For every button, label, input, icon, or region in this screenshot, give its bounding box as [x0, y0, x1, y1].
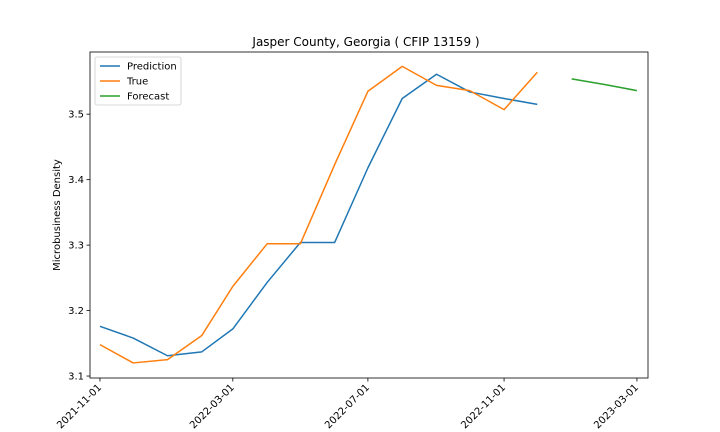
x-tick-label: 2022-11-01	[459, 382, 508, 431]
x-tick-label: 2021-11-01	[55, 382, 104, 431]
y-tick-label: 3.2	[68, 306, 84, 317]
series-line-true	[99, 65, 538, 364]
legend-label-true: True	[126, 77, 148, 88]
legend-box	[94, 56, 182, 106]
x-tick-label: 2023-03-01	[592, 382, 641, 431]
legend: Prediction True Forecast	[94, 56, 182, 106]
plot-area	[89, 51, 649, 379]
y-tick-label: 3.1	[68, 372, 84, 383]
x-tick-label: 2022-03-01	[188, 382, 237, 431]
y-tick-label: 3.5	[68, 110, 84, 121]
legend-label-forecast: Forecast	[127, 92, 169, 103]
series-line-prediction	[99, 73, 538, 357]
tick-layer: 3.1 3.2 3.3 3.4 3.5 2021-11-01 2022-03-01 2022-…	[55, 110, 641, 432]
y-axis-label: Microbusiness Density	[52, 159, 63, 271]
y-tick-label: 3.3	[68, 241, 84, 252]
y-tick-label: 3.4	[68, 175, 84, 186]
series-layer	[99, 65, 638, 364]
series-line-forecast	[571, 78, 638, 92]
x-tick-label: 2022-07-01	[323, 382, 372, 431]
chart-title: Jasper County, Georgia ( CFIP 13159 )	[251, 35, 479, 49]
legend-label-prediction: Prediction	[127, 62, 177, 73]
